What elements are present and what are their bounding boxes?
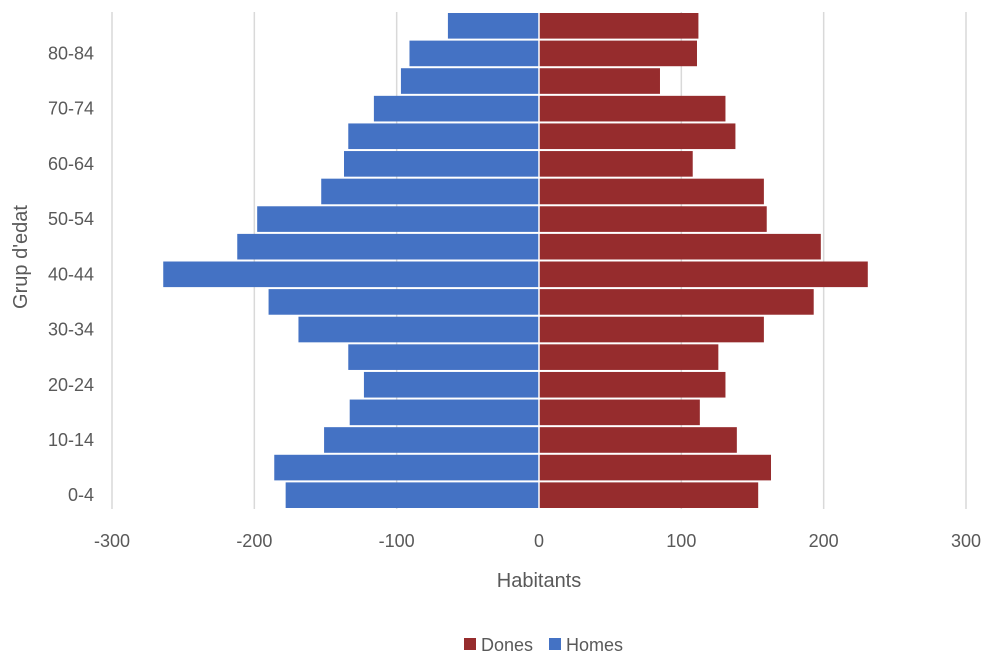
bar-homes-75-79	[400, 68, 539, 94]
legend: Dones Homes	[464, 635, 623, 655]
bar-homes-30-34	[298, 316, 539, 343]
y-axis-title: Grup d'edat	[10, 205, 32, 309]
bar-dones-45-49	[539, 233, 821, 260]
y-tick-labels: 0-4 10-14 20-24 30-34 40-44 50-54 60-64 70-74 80…	[48, 43, 94, 505]
bar-homes-50-54	[257, 206, 539, 232]
bar-dones-0-4	[539, 482, 759, 508]
bar-dones-75-79	[539, 68, 660, 94]
bar-homes-60-64	[344, 151, 539, 177]
legend-label-dones: Dones	[481, 635, 533, 655]
y-tick-label: 20-24	[48, 375, 94, 395]
gridlines	[111, 12, 967, 509]
y-tick-label: 70-74	[48, 99, 94, 119]
y-tick-label: 0-4	[68, 485, 94, 505]
bar-homes-85+	[447, 13, 539, 39]
bar-dones-5-9	[539, 454, 772, 481]
bar-dones-80-84	[539, 40, 697, 67]
bar-dones-40-44	[539, 261, 868, 288]
bar-homes-35-39	[268, 289, 539, 315]
legend-label-homes: Homes	[566, 635, 623, 655]
y-tick-label: 40-44	[48, 264, 94, 284]
x-tick-label: 0	[534, 531, 544, 551]
bar-dones-30-34	[539, 316, 764, 343]
y-tick-label: 30-34	[48, 320, 94, 340]
bar-homes-65-69	[348, 123, 539, 150]
bar-homes-70-74	[373, 95, 539, 122]
bar-dones-60-64	[539, 151, 693, 177]
x-tick-label: -300	[94, 531, 130, 551]
bar-homes-80-84	[409, 40, 539, 67]
bar-dones-70-74	[539, 95, 726, 122]
x-tick-label: -100	[379, 531, 415, 551]
legend-swatch-dones	[464, 638, 476, 650]
bar-dones-10-14	[539, 427, 737, 453]
bar-dones-50-54	[539, 206, 767, 232]
bar-homes-25-29	[348, 344, 539, 370]
bar-homes-20-24	[363, 371, 539, 398]
bar-dones-20-24	[539, 371, 726, 398]
bar-dones-15-19	[539, 399, 700, 426]
x-tick-labels: -300 -200 -100 0 100 200 300	[94, 531, 981, 551]
bar-homes-0-4	[285, 482, 539, 508]
y-tick-label: 50-54	[48, 209, 94, 229]
bar-dones-25-29	[539, 344, 719, 370]
x-tick-label: 100	[666, 531, 696, 551]
x-tick-label: 300	[951, 531, 981, 551]
y-tick-label: 80-84	[48, 43, 94, 63]
bar-homes-55-59	[321, 178, 539, 205]
x-tick-label: -200	[236, 531, 272, 551]
bar-homes-45-49	[237, 233, 539, 260]
legend-swatch-homes	[549, 638, 561, 650]
bar-dones-85+	[539, 13, 699, 39]
bar-homes-15-19	[349, 399, 539, 426]
bar-dones-35-39	[539, 289, 814, 315]
x-axis-title: Habitants	[497, 570, 582, 592]
bar-dones-65-69	[539, 123, 736, 150]
y-tick-label: 60-64	[48, 154, 94, 174]
bar-homes-5-9	[274, 454, 539, 481]
x-tick-label: 200	[809, 531, 839, 551]
bar-dones-55-59	[539, 178, 764, 205]
bars	[163, 12, 868, 509]
bar-homes-40-44	[163, 261, 540, 288]
bar-homes-10-14	[324, 427, 539, 453]
y-tick-label: 10-14	[48, 430, 94, 450]
